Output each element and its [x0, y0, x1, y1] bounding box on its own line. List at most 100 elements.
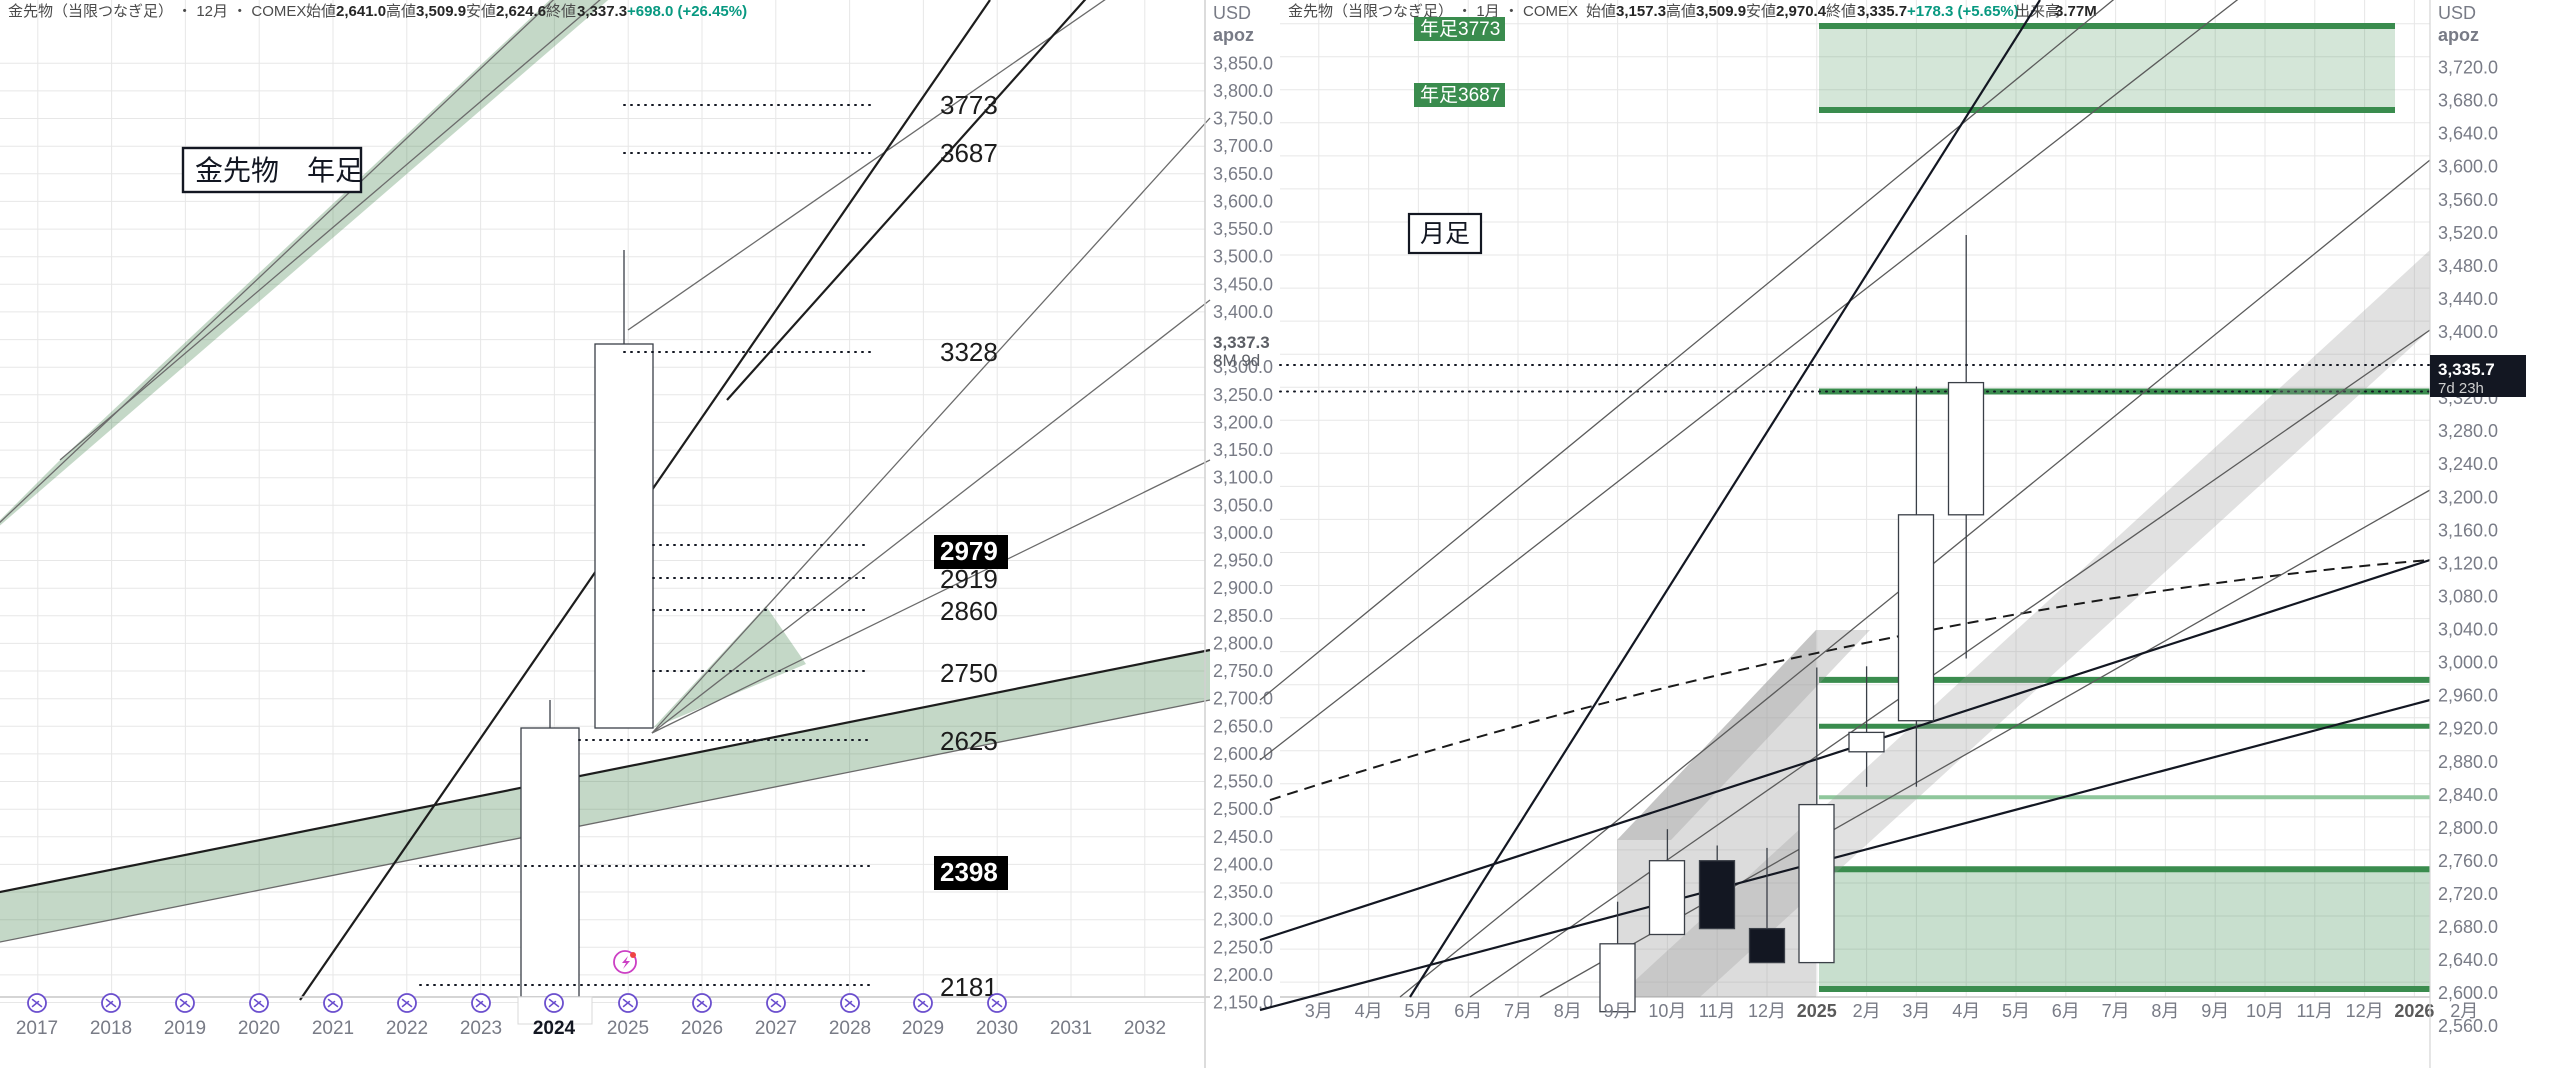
svg-text:8月: 8月: [2151, 1001, 2179, 1021]
svg-text:3,000.0: 3,000.0: [2438, 653, 2498, 673]
svg-text:3,400.0: 3,400.0: [1213, 302, 1273, 322]
svg-text:2,840.0: 2,840.0: [2438, 785, 2498, 805]
svg-text:5月: 5月: [1404, 1001, 1432, 1021]
svg-text:3,700.0: 3,700.0: [1213, 136, 1273, 156]
svg-text:3,250.0: 3,250.0: [1213, 385, 1273, 405]
svg-text:11月: 11月: [1699, 1001, 1736, 1021]
svg-text:2625: 2625: [940, 726, 998, 756]
svg-text:始値: 始値: [306, 3, 336, 20]
svg-text:3,200.0: 3,200.0: [1213, 412, 1273, 432]
svg-text:2023: 2023: [460, 1018, 502, 1039]
svg-text:3,000.0: 3,000.0: [1213, 523, 1273, 543]
svg-text:2019: 2019: [164, 1018, 206, 1039]
svg-text:2,900.0: 2,900.0: [1213, 578, 1273, 598]
svg-text:2,680.0: 2,680.0: [2438, 917, 2498, 937]
svg-text:2,600.0: 2,600.0: [2438, 983, 2498, 1003]
svg-text:始値: 始値: [1586, 3, 1616, 20]
svg-text:年足3773: 年足3773: [1420, 18, 1500, 40]
svg-text:3,520.0: 3,520.0: [2438, 223, 2498, 243]
svg-text:2398: 2398: [940, 857, 998, 887]
svg-text:11月: 11月: [2296, 1001, 2333, 1021]
svg-text:3,050.0: 3,050.0: [1213, 495, 1273, 515]
svg-text:2979: 2979: [940, 536, 998, 566]
svg-text:2,750.0: 2,750.0: [1213, 661, 1273, 681]
svg-text:2,200.0: 2,200.0: [1213, 965, 1273, 985]
svg-text:2024: 2024: [533, 1018, 576, 1039]
svg-text:3,440.0: 3,440.0: [2438, 289, 2498, 309]
svg-text:6月: 6月: [1454, 1001, 1482, 1021]
svg-text:2,650.0: 2,650.0: [1213, 716, 1273, 736]
svg-text:4月: 4月: [1952, 1001, 1980, 1021]
svg-text:3,150.0: 3,150.0: [1213, 440, 1273, 460]
svg-text:金先物 年足: 金先物 年足: [195, 155, 363, 186]
svg-text:3,800.0: 3,800.0: [1213, 81, 1273, 101]
svg-text:2月: 2月: [1853, 1001, 1881, 1021]
svg-text:2026: 2026: [681, 1018, 723, 1039]
svg-text:2860: 2860: [940, 596, 998, 626]
svg-text:7d 23h: 7d 23h: [2438, 380, 2484, 397]
svg-text:3,335.7: 3,335.7: [1857, 3, 1907, 20]
svg-text:2020: 2020: [238, 1018, 280, 1039]
svg-text:apoz: apoz: [2438, 25, 2479, 45]
svg-text:2,800.0: 2,800.0: [2438, 818, 2498, 838]
svg-text:2,760.0: 2,760.0: [2438, 851, 2498, 871]
svg-text:2,600.0: 2,600.0: [1213, 744, 1273, 764]
svg-text:2018: 2018: [90, 1018, 132, 1039]
svg-text:2025: 2025: [1797, 1001, 1837, 1021]
svg-text:3,720.0: 3,720.0: [2438, 58, 2498, 78]
svg-text:3,400.0: 3,400.0: [2438, 322, 2498, 342]
svg-text:2,970.4: 2,970.4: [1776, 3, 1827, 20]
svg-text:2030: 2030: [976, 1018, 1018, 1039]
svg-text:3,337.3: 3,337.3: [1213, 333, 1270, 352]
svg-text:3,240.0: 3,240.0: [2438, 454, 2498, 474]
svg-text:金先物（当限つなぎ足） ・ 12月 ・ COMEX: 金先物（当限つなぎ足） ・ 12月 ・ COMEX: [8, 3, 306, 20]
svg-text:3,335.7: 3,335.7: [2438, 360, 2495, 379]
svg-text:月足: 月足: [1420, 220, 1470, 248]
svg-text:2,950.0: 2,950.0: [1213, 551, 1273, 571]
svg-text:8M 9d: 8M 9d: [1213, 351, 1260, 370]
svg-text:3,280.0: 3,280.0: [2438, 421, 2498, 441]
svg-text:12月: 12月: [1748, 1001, 1786, 1021]
svg-text:2,450.0: 2,450.0: [1213, 827, 1273, 847]
svg-text:3,160.0: 3,160.0: [2438, 520, 2498, 540]
svg-text:2028: 2028: [829, 1018, 871, 1039]
svg-text:3687: 3687: [940, 138, 998, 168]
svg-text:3,480.0: 3,480.0: [2438, 256, 2498, 276]
svg-text:6月: 6月: [2052, 1001, 2080, 1021]
svg-text:3,450.0: 3,450.0: [1213, 274, 1273, 294]
svg-text:5月: 5月: [2002, 1001, 2030, 1021]
svg-text:3.77M: 3.77M: [2055, 3, 2097, 20]
svg-text:3,040.0: 3,040.0: [2438, 620, 2498, 640]
svg-text:3773: 3773: [940, 90, 998, 120]
svg-text:2,800.0: 2,800.0: [1213, 633, 1273, 653]
svg-text:2029: 2029: [902, 1018, 944, 1039]
svg-text:3,680.0: 3,680.0: [2438, 91, 2498, 111]
svg-text:2025: 2025: [607, 1018, 649, 1039]
svg-text:3,850.0: 3,850.0: [1213, 53, 1273, 73]
svg-text:2,300.0: 2,300.0: [1213, 910, 1273, 930]
svg-text:3,509.9: 3,509.9: [416, 3, 466, 20]
svg-text:apoz: apoz: [1213, 25, 1254, 45]
svg-text:2017: 2017: [16, 1018, 58, 1039]
svg-text:3,080.0: 3,080.0: [2438, 587, 2498, 607]
svg-text:高値: 高値: [386, 3, 416, 20]
svg-text:3,157.3: 3,157.3: [1616, 3, 1666, 20]
svg-text:2,550.0: 2,550.0: [1213, 772, 1273, 792]
svg-text:3,509.9: 3,509.9: [1696, 3, 1746, 20]
svg-text:3,600.0: 3,600.0: [1213, 191, 1273, 211]
svg-text:3,100.0: 3,100.0: [1213, 468, 1273, 488]
svg-text:3,500.0: 3,500.0: [1213, 247, 1273, 267]
svg-text:2,400.0: 2,400.0: [1213, 854, 1273, 874]
svg-text:+698.0 (+26.45%): +698.0 (+26.45%): [627, 3, 747, 20]
svg-text:2027: 2027: [755, 1018, 797, 1039]
svg-text:12月: 12月: [2346, 1001, 2384, 1021]
svg-text:2,640.0: 2,640.0: [2438, 950, 2498, 970]
svg-text:3,750.0: 3,750.0: [1213, 109, 1273, 129]
svg-text:2032: 2032: [1124, 1018, 1166, 1039]
svg-text:2,250.0: 2,250.0: [1213, 937, 1273, 957]
svg-text:7月: 7月: [2102, 1001, 2130, 1021]
svg-text:2,720.0: 2,720.0: [2438, 884, 2498, 904]
svg-text:2,500.0: 2,500.0: [1213, 799, 1273, 819]
svg-text:2,700.0: 2,700.0: [1213, 689, 1273, 709]
svg-text:USD: USD: [1213, 3, 1251, 23]
